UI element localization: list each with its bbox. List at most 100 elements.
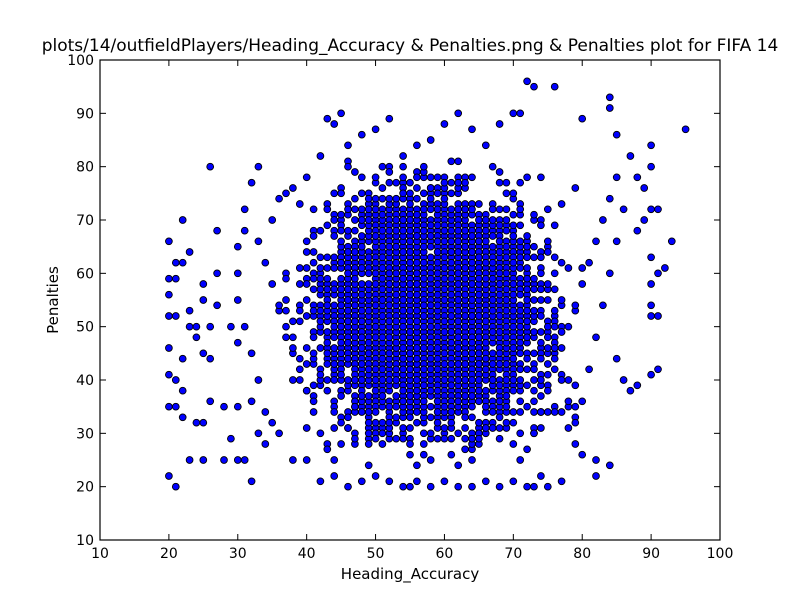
data-point [426,301,435,310]
data-point [612,237,621,246]
data-point [530,306,538,315]
data-point [185,322,194,331]
data-point [433,221,442,230]
data-point [323,253,332,262]
data-point [206,162,215,171]
data-point [392,242,401,251]
data-point [419,242,428,251]
data-point [392,402,401,411]
data-point [647,301,655,310]
data-point [550,322,559,331]
data-point [502,418,511,427]
data-point [344,248,352,256]
data-point [550,344,559,352]
data-point [302,386,311,395]
data-point [509,221,518,230]
data-point [413,317,421,326]
data-point [289,184,297,192]
data-point [502,242,511,251]
data-point [385,168,394,176]
data-point [481,237,490,246]
data-point [475,216,483,224]
data-point [495,120,504,128]
data-point [185,306,194,315]
data-point [406,178,414,187]
data-point [378,194,387,203]
data-point [413,173,421,182]
y-tick-label: 40 [76,373,94,389]
data-point [364,253,373,262]
data-point [289,376,297,384]
data-point [378,210,387,219]
data-point [543,322,552,331]
data-point [461,264,469,272]
data-point [399,216,407,224]
data-point [454,333,463,342]
data-point [371,205,380,214]
data-point [516,322,525,331]
data-point [426,221,435,230]
data-point [337,274,345,283]
data-point [337,440,345,448]
data-point [468,413,476,422]
data-point [316,306,325,315]
data-point [316,264,325,272]
data-point [468,296,476,304]
data-point [550,82,559,91]
data-point [481,402,490,411]
data-point [385,280,394,288]
data-point [605,194,614,203]
data-point [309,285,318,294]
data-point [475,200,483,208]
data-point [357,333,366,342]
data-point [543,370,552,379]
data-point [233,402,242,411]
data-point [468,482,476,491]
data-point [330,216,339,224]
data-point [481,386,490,395]
data-point [605,269,614,278]
data-point [633,173,642,182]
data-point [178,413,187,422]
data-point [371,258,380,267]
data-point [337,210,345,219]
data-point [550,269,559,278]
data-point [495,328,504,336]
y-tick-label: 60 [76,266,94,282]
data-point [406,365,414,374]
data-point [543,237,552,246]
x-axis-label: Heading_Accuracy [341,565,480,584]
data-point [433,237,442,246]
data-point [344,482,352,491]
data-point [495,269,504,278]
data-point [357,306,366,315]
data-point [309,306,318,315]
data-point [488,306,497,315]
data-point [357,130,366,139]
data-point [165,344,173,352]
data-point [495,424,504,432]
data-point [330,189,339,198]
y-tick-label: 70 [76,213,94,229]
data-point [406,413,414,422]
data-point [578,264,587,272]
data-point [592,472,600,480]
data-point [289,456,297,464]
data-point [323,445,332,454]
data-point [316,226,325,235]
data-point [681,125,690,134]
data-point [413,477,421,486]
data-point [337,322,345,331]
data-point [371,280,380,288]
data-point [564,424,573,432]
data-point [440,360,449,368]
data-point [557,376,566,384]
data-point [440,253,449,262]
data-point [502,216,511,224]
data-point [626,386,635,395]
data-point [537,472,545,480]
data-point [502,269,511,278]
data-point [413,306,421,315]
data-point [530,408,538,416]
data-point [309,205,318,214]
